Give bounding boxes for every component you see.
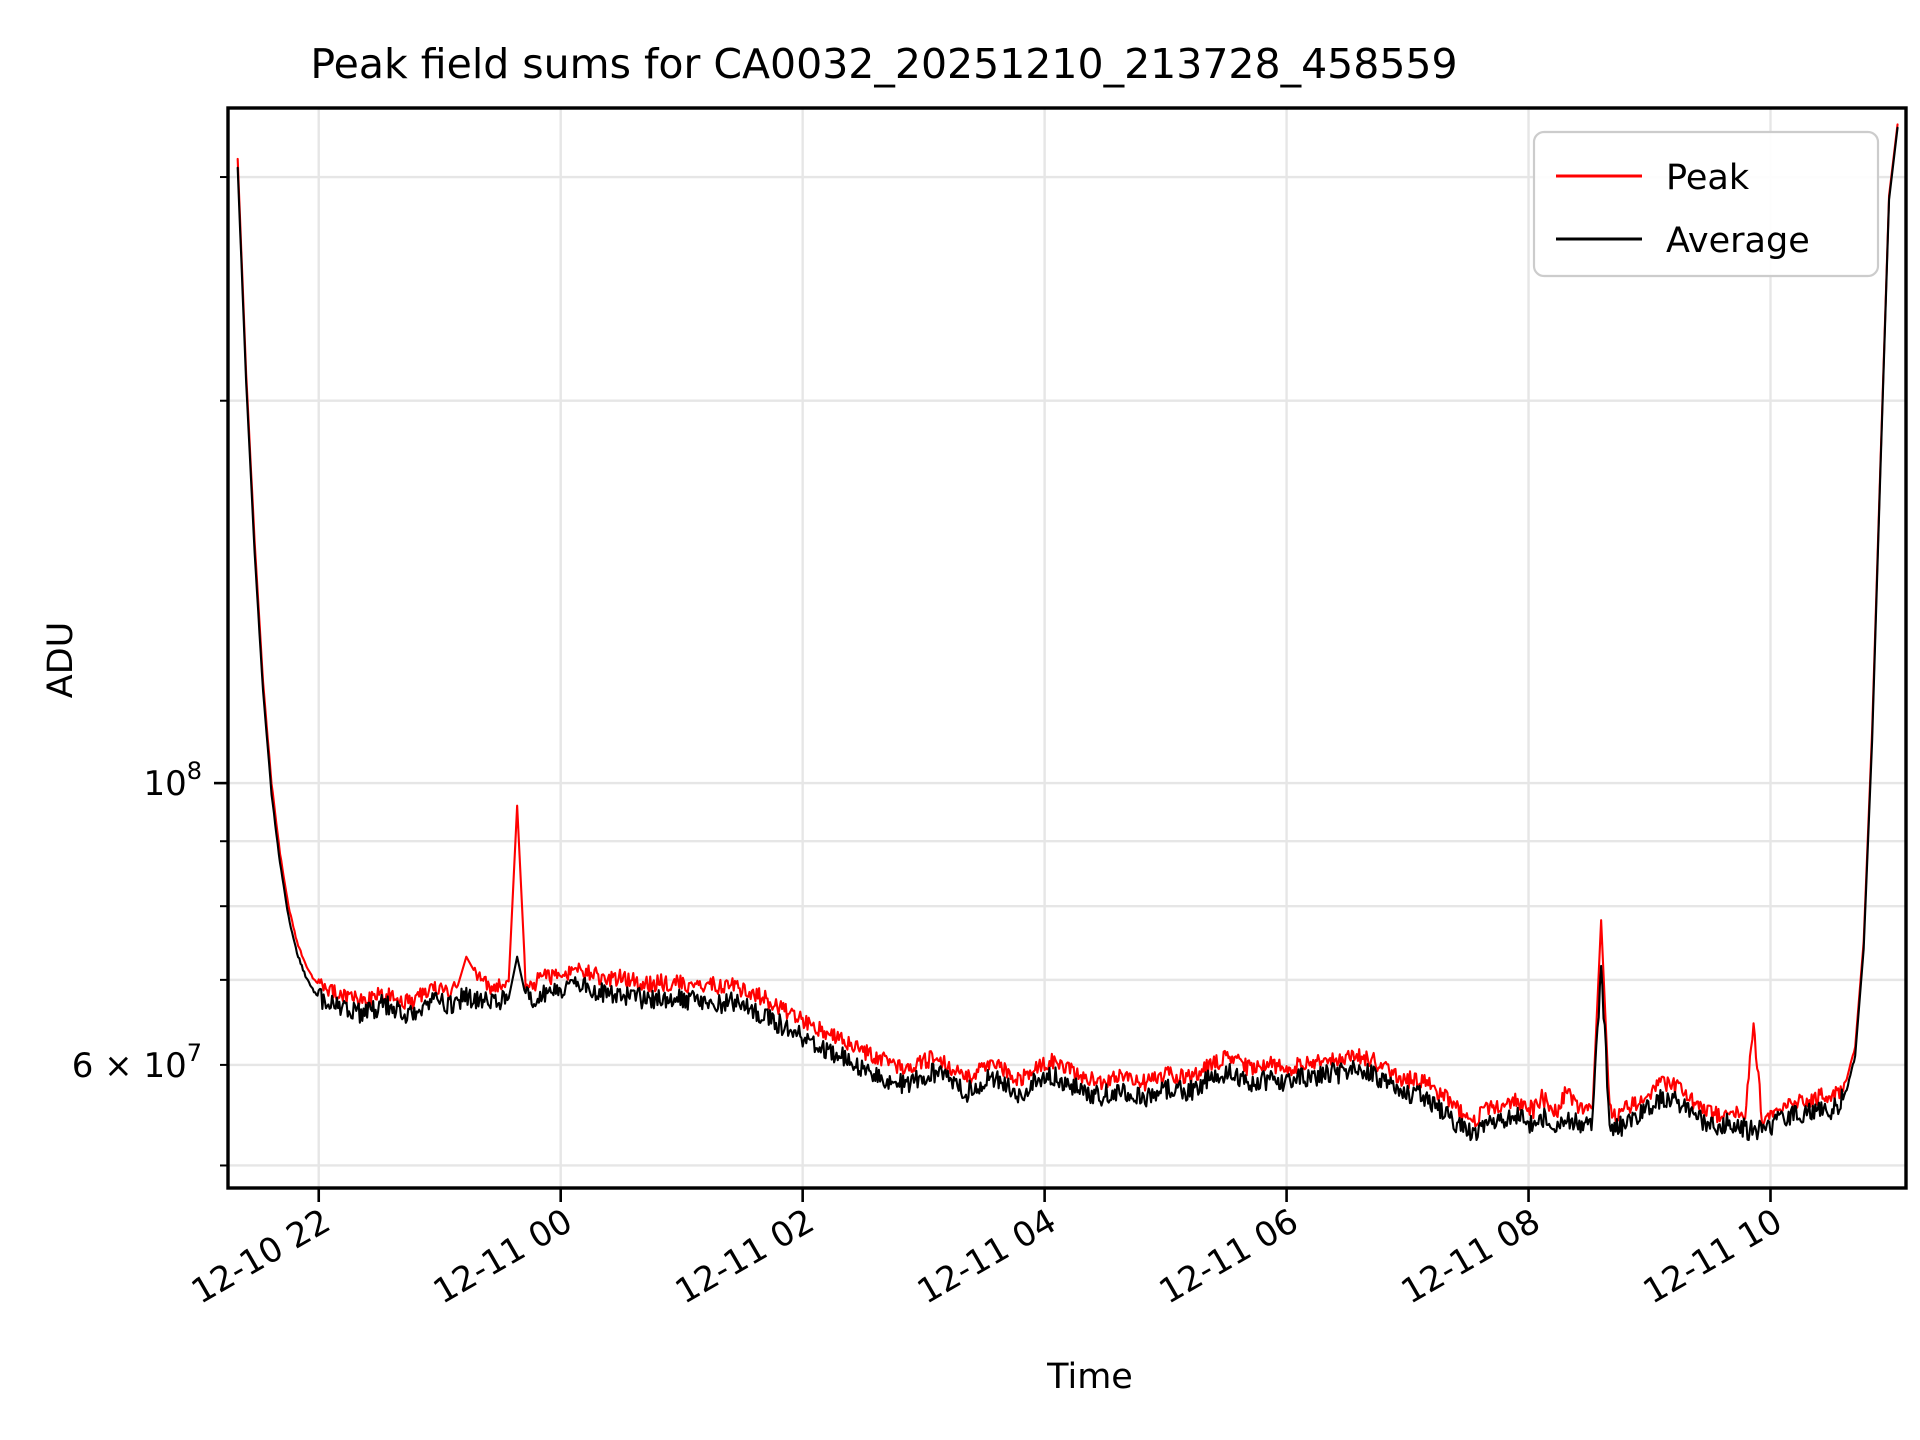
y-axis-ticks: [214, 176, 228, 1167]
y-tick-label: 108: [143, 757, 202, 804]
y-axis-label: ADU: [41, 622, 81, 699]
legend-label-peak: Peak: [1666, 158, 1750, 198]
x-axis-ticks: [317, 1188, 1772, 1202]
y-tick-label: 6 × 107: [72, 1039, 202, 1086]
chart-legend[interactable]: Peak Average: [1532, 130, 1880, 278]
y-gridlines: [228, 175, 1906, 1167]
chart-title: Peak field sums for CA0032_20251210_2137…: [310, 40, 1457, 88]
legend-label-average: Average: [1666, 221, 1810, 261]
y-axis-tick-labels: 108 6 × 107: [72, 757, 202, 1086]
x-axis-label: Time: [1046, 1357, 1133, 1397]
series-line-peak: [236, 123, 1899, 1128]
axes-spines: [226, 106, 1908, 1190]
plot-area-background: [228, 108, 1906, 1188]
data-series-group: [236, 123, 1899, 1142]
x-gridlines: [317, 108, 1772, 1188]
series-line-average: [236, 126, 1899, 1142]
